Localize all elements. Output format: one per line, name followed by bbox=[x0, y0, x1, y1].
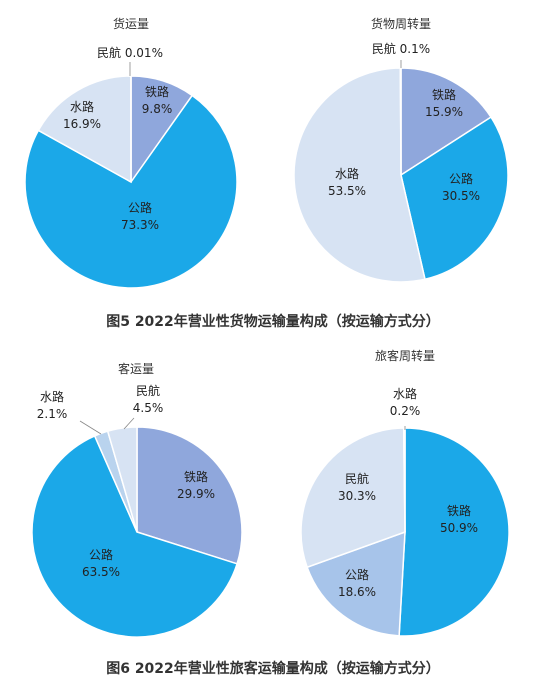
slice-label: 水路 2.1% bbox=[37, 389, 68, 421]
pie-slice-铁路 bbox=[400, 67, 493, 177]
pie-slice-民航 bbox=[106, 426, 138, 533]
slice-label: 公路 30.5% bbox=[442, 171, 480, 203]
slice-label: 铁路 50.9% bbox=[440, 503, 478, 535]
pie-slice-水路 bbox=[37, 75, 132, 184]
slice-label: 公路 73.3% bbox=[121, 200, 159, 232]
pie-slice-铁路 bbox=[136, 426, 243, 565]
chart-title: 货物周转量 bbox=[371, 16, 431, 31]
slice-label: 铁路 29.9% bbox=[177, 469, 215, 501]
figure-6-caption: 图6 2022年营业性旅客运输量构成（按运输方式分） bbox=[106, 661, 440, 677]
pie-slice-公路 bbox=[306, 530, 406, 637]
pie-slice-水路 bbox=[293, 67, 426, 283]
pie-slice-公路 bbox=[24, 94, 238, 289]
slice-label: 水路 16.9% bbox=[63, 99, 101, 131]
slice-label: 公路 18.6% bbox=[338, 567, 376, 599]
slice-label: 民航 0.1% bbox=[372, 41, 430, 56]
leader-line bbox=[123, 417, 135, 430]
figure-5-caption: 图5 2022年营业性货物运输量构成（按运输方式分） bbox=[106, 314, 440, 330]
slice-label: 公路 63.5% bbox=[82, 547, 120, 579]
slice-label: 民航 0.01% bbox=[97, 45, 163, 60]
slice-label: 铁路 9.8% bbox=[142, 84, 173, 116]
pie-slice-民航 bbox=[399, 67, 402, 176]
pie-slice-铁路 bbox=[398, 427, 510, 637]
chart-title: 客运量 bbox=[118, 361, 154, 376]
pie-slice-公路 bbox=[400, 116, 509, 281]
slice-label: 民航 4.5% bbox=[133, 383, 164, 415]
chart-title: 货运量 bbox=[113, 16, 149, 31]
slice-label: 水路 0.2% bbox=[390, 386, 421, 418]
leader-line bbox=[79, 420, 102, 435]
slice-label: 水路 53.5% bbox=[328, 166, 366, 198]
slice-label: 民航 30.3% bbox=[338, 471, 376, 503]
slice-label: 铁路 15.9% bbox=[425, 87, 463, 119]
pie-slice-民航 bbox=[300, 427, 406, 569]
pie-slice-公路 bbox=[31, 434, 239, 638]
chart-title: 旅客周转量 bbox=[375, 348, 435, 363]
